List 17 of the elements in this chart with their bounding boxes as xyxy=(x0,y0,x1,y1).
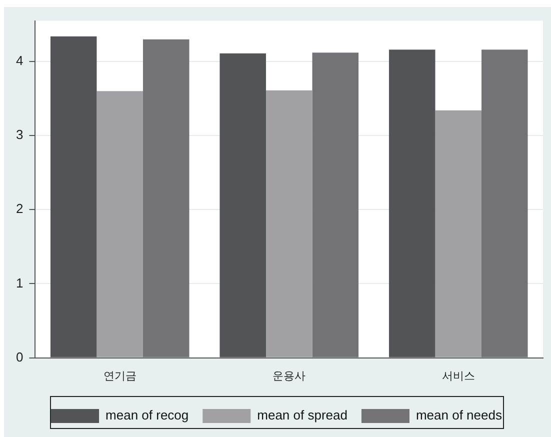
y-tick-label: 0 xyxy=(16,349,24,364)
legend-label: mean of spread xyxy=(257,408,348,423)
y-tick-label: 2 xyxy=(16,201,24,216)
bar xyxy=(435,110,482,358)
y-tick-label: 1 xyxy=(16,275,24,290)
x-tick-label: 운용사 xyxy=(272,369,306,382)
bar xyxy=(312,52,359,358)
bar xyxy=(482,50,528,358)
bar xyxy=(96,91,143,358)
bar xyxy=(142,39,190,358)
y-tick-label: 3 xyxy=(16,127,24,142)
x-tick-label: 서비스 xyxy=(442,369,475,382)
bar xyxy=(266,90,312,358)
x-tick-label: 연기금 xyxy=(103,369,136,382)
legend-label: mean of recog xyxy=(106,408,189,423)
legend-label: mean of needs xyxy=(416,408,502,423)
y-tick-label: 4 xyxy=(16,53,24,68)
